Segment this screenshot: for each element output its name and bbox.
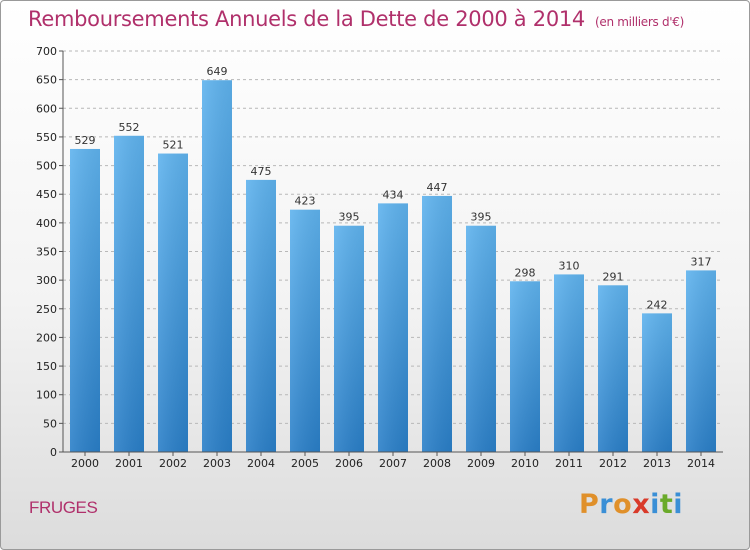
axes: 0 50 100 150 200 250 300 350 400 450 500 550 600 650 7… [36, 45, 723, 470]
bar-shade-2010 [510, 281, 540, 452]
x-tick-label-2014: 2014 [687, 457, 715, 470]
y-tick-label: 150 [36, 360, 57, 373]
y-tick-label: 700 [36, 45, 57, 58]
value-label-2008: 447 [427, 181, 448, 194]
y-tick-label: 450 [36, 188, 57, 201]
value-label-2013: 242 [647, 298, 668, 311]
value-label-2011: 310 [559, 259, 580, 272]
y-tick-label: 500 [36, 160, 57, 173]
value-label-2010: 298 [515, 266, 536, 279]
value-label-2012: 291 [603, 270, 624, 283]
y-tick-label: 600 [36, 102, 57, 115]
value-label-2014: 317 [691, 255, 712, 268]
bar-shade-2013 [642, 313, 672, 452]
bar-shade-2014 [686, 270, 716, 452]
x-tick-label-2006: 2006 [335, 457, 363, 470]
value-label-2000: 529 [75, 134, 96, 147]
y-tick-label: 200 [36, 331, 57, 344]
value-label-2007: 434 [383, 188, 404, 201]
x-tick-label-2000: 2000 [71, 457, 99, 470]
y-tick-label: 100 [36, 389, 57, 402]
brand-letter: r [599, 489, 614, 520]
y-tick-label: 650 [36, 74, 57, 87]
y-tick-label: 0 [50, 446, 57, 459]
x-tick-label-2005: 2005 [291, 457, 319, 470]
value-label-2009: 395 [471, 211, 492, 224]
x-tick-label-2010: 2010 [511, 457, 539, 470]
bar-shade-2008 [422, 195, 452, 452]
x-tick-label-2008: 2008 [423, 457, 451, 470]
brand-letter: i [650, 489, 660, 520]
y-tick-label: 300 [36, 274, 57, 287]
value-label-2001: 552 [119, 121, 140, 134]
x-tick-label-2013: 2013 [643, 457, 671, 470]
bar-shade-2000 [70, 148, 100, 453]
brand-letter: x [632, 489, 651, 520]
x-tick-label-2003: 2003 [203, 457, 231, 470]
bar-shade-2005 [290, 209, 320, 452]
value-label-2005: 423 [295, 195, 316, 208]
y-tick-label: 550 [36, 131, 57, 144]
x-tick-label-2011: 2011 [555, 457, 583, 470]
brand-letter: P [579, 489, 600, 520]
x-tick-label-2001: 2001 [115, 457, 143, 470]
bars: 529 552 521 649 475 423 395 434 447 395 298 310 291 2… [70, 65, 716, 453]
y-tick-label: 50 [43, 417, 57, 430]
bar-shade-2009 [466, 225, 496, 452]
chart-subtitle: (en milliers d'€) [595, 15, 685, 29]
bar-shade-2003 [202, 80, 232, 453]
chart-title: Remboursements Annuels de la Dette de 20… [28, 7, 684, 31]
value-label-2003: 649 [207, 65, 228, 78]
bar-shade-2001 [114, 135, 144, 453]
value-label-2006: 395 [339, 211, 360, 224]
chart-title-text: Remboursements Annuels de la Dette de 20… [28, 7, 585, 31]
city-name: FRUGES [29, 498, 98, 517]
x-tick-label-2009: 2009 [467, 457, 495, 470]
value-label-2002: 521 [163, 139, 184, 152]
y-tick-label: 350 [36, 246, 57, 259]
x-tick-label-2002: 2002 [159, 457, 187, 470]
x-tick-label-2007: 2007 [379, 457, 407, 470]
bar-shade-2002 [158, 153, 188, 452]
bar-shade-2006 [334, 225, 364, 452]
bar-shade-2012 [598, 285, 628, 452]
bar-shade-2011 [554, 274, 584, 452]
y-tick-label: 400 [36, 217, 57, 230]
x-tick-label-2004: 2004 [247, 457, 275, 470]
bar-shade-2007 [378, 203, 408, 452]
brand-letter: t [659, 489, 674, 520]
x-tick-label-2012: 2012 [599, 457, 627, 470]
brand-logo: Proxiti [579, 489, 683, 520]
brand-letter: i [673, 489, 684, 520]
brand-letter: o [613, 489, 633, 520]
y-tick-label: 250 [36, 303, 57, 316]
value-label-2004: 475 [251, 165, 272, 178]
bar-shade-2004 [246, 179, 276, 452]
